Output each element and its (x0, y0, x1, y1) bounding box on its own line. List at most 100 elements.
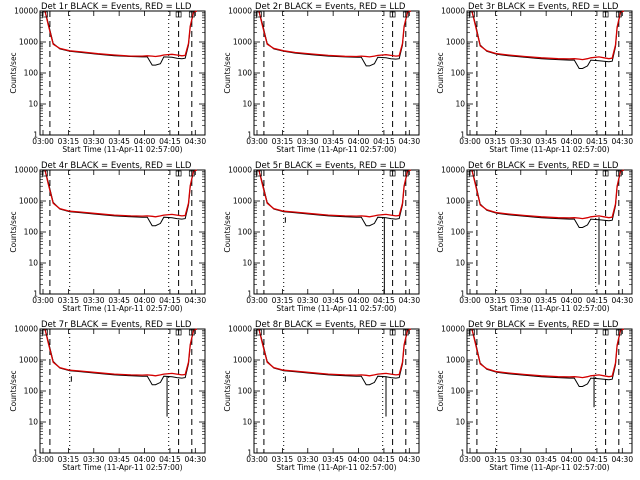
y-tick-label: 1 (247, 449, 252, 458)
y-tick-label: 100 (238, 69, 253, 78)
x-tick-label: 03:15 (58, 137, 80, 146)
x-tick-label: 03:15 (485, 296, 507, 305)
x-tick-label: 03:30 (83, 296, 105, 305)
marker-square-symbol (256, 170, 262, 177)
y-tick-label: 1 (33, 449, 38, 458)
marker-square-symbol (602, 170, 609, 177)
x-tick-label: 04:30 (398, 137, 420, 146)
x-tick-label: 04:00 (348, 455, 370, 464)
y-tick-label: 10 (455, 100, 465, 109)
marker-square-symbol (615, 11, 622, 18)
detector-panel: Det 4r BLACK = Events, RED = LLD 1 10 100 10… (9, 161, 206, 313)
y-axis-label: Counts/sec (223, 211, 232, 252)
x-tick-label: 03:15 (272, 296, 294, 305)
x-tick-label: 03:00 (459, 455, 481, 464)
x-tick-label: 03:30 (83, 137, 105, 146)
panel-title: Det 2r BLACK = Events, RED = LLD (255, 2, 406, 12)
marker-square-symbol (188, 170, 195, 177)
marker-square-symbol (402, 329, 409, 336)
marker-square-symbol (175, 329, 182, 336)
x-tick-label: 03:45 (108, 296, 130, 305)
marker-square-symbol (175, 11, 182, 18)
x-tick-label: 03:00 (32, 137, 54, 146)
y-tick-label: 1 (33, 131, 38, 140)
x-tick-label: 03:45 (108, 137, 130, 146)
x-tick-label: 04:30 (184, 137, 206, 146)
y-tick-label: 1 (247, 131, 252, 140)
x-tick-label: 03:30 (297, 137, 319, 146)
lld-series-line (44, 169, 198, 218)
x-tick-label: 04:00 (561, 137, 583, 146)
marker-square-symbol (469, 11, 475, 18)
x-tick-label: 04:30 (611, 296, 633, 305)
events-series-line (258, 328, 411, 386)
marker-square-symbol (42, 329, 48, 336)
y-tick-label: 10 (28, 418, 38, 427)
x-tick-label: 03:00 (246, 455, 268, 464)
y-tick-label: 100 (451, 387, 466, 396)
x-tick-label: 03:00 (459, 137, 481, 146)
marker-square-symbol (469, 329, 475, 336)
x-tick-label: 04:30 (398, 296, 420, 305)
x-tick-label: 04:15 (159, 455, 181, 464)
detector-panel: Det 9r BLACK = Events, RED = LLD 1 10 100 10… (436, 320, 633, 472)
y-tick-label: 10 (28, 259, 38, 268)
x-tick-label: 03:45 (322, 296, 344, 305)
y-tick-label: 100 (451, 228, 466, 237)
plot-frame (466, 328, 633, 454)
lld-series-line (258, 328, 412, 377)
x-tick-label: 04:00 (348, 296, 370, 305)
x-tick-label: 03:15 (58, 296, 80, 305)
y-axis-label: Counts/sec (9, 370, 18, 411)
plot-frame (253, 169, 420, 295)
y-tick-label: 1 (460, 131, 465, 140)
y-tick-label: 1000 (233, 38, 252, 47)
x-tick-label: 04:15 (586, 137, 608, 146)
y-tick-label: 1000 (233, 197, 252, 206)
detector-panel: Det 2r BLACK = Events, RED = LLD 1 10 100 10… (223, 2, 420, 154)
marker-square-symbol (42, 11, 48, 18)
x-tick-label: 03:30 (83, 455, 105, 464)
x-tick-label: 04:30 (611, 455, 633, 464)
x-tick-label: 04:15 (586, 455, 608, 464)
x-tick-label: 03:30 (297, 455, 319, 464)
panel-title: Det 3r BLACK = Events, RED = LLD (468, 2, 619, 12)
y-axis-label: Counts/sec (223, 52, 232, 93)
y-tick-label: 10000 (228, 7, 252, 16)
y-tick-label: 10 (455, 418, 465, 427)
x-tick-label: 03:45 (322, 137, 344, 146)
marker-square-symbol (602, 11, 609, 18)
marker-square-symbol (389, 170, 396, 177)
panel-title: Det 4r BLACK = Events, RED = LLD (41, 161, 192, 171)
x-tick-label: 04:00 (134, 296, 156, 305)
x-tick-label: 03:30 (297, 296, 319, 305)
marker-square-symbol (188, 11, 195, 18)
y-tick-label: 1000 (19, 38, 38, 47)
x-tick-label: 03:30 (510, 455, 532, 464)
x-axis-label: Start Time (11-Apr-11 02:57:00) (489, 304, 609, 313)
y-tick-label: 100 (24, 387, 39, 396)
x-tick-label: 04:15 (373, 296, 395, 305)
lld-series-line (258, 10, 412, 58)
y-tick-label: 1000 (446, 197, 465, 206)
x-tick-label: 04:15 (586, 296, 608, 305)
y-tick-label: 100 (451, 69, 466, 78)
plot-frame (253, 10, 420, 136)
y-axis-label: Counts/sec (436, 370, 445, 411)
marker-square-symbol (389, 11, 396, 18)
x-axis-label: Start Time (11-Apr-11 02:57:00) (489, 463, 609, 472)
y-tick-label: 10000 (441, 325, 465, 334)
marker-square-symbol (42, 170, 48, 177)
y-tick-label: 10000 (14, 166, 38, 175)
events-series-line (44, 169, 197, 227)
y-tick-label: 1 (460, 449, 465, 458)
detector-panel: Det 8r BLACK = Events, RED = LLD 1 10 100 10… (223, 320, 420, 472)
x-axis-label: Start Time (11-Apr-11 02:57:00) (276, 304, 396, 313)
x-axis-label: Start Time (11-Apr-11 02:57:00) (62, 304, 182, 313)
y-tick-label: 1000 (446, 38, 465, 47)
y-tick-label: 10000 (14, 7, 38, 16)
plot-frame (39, 169, 206, 295)
y-tick-label: 10 (242, 418, 252, 427)
plot-frame (253, 328, 420, 454)
y-axis-label: Counts/sec (436, 211, 445, 252)
